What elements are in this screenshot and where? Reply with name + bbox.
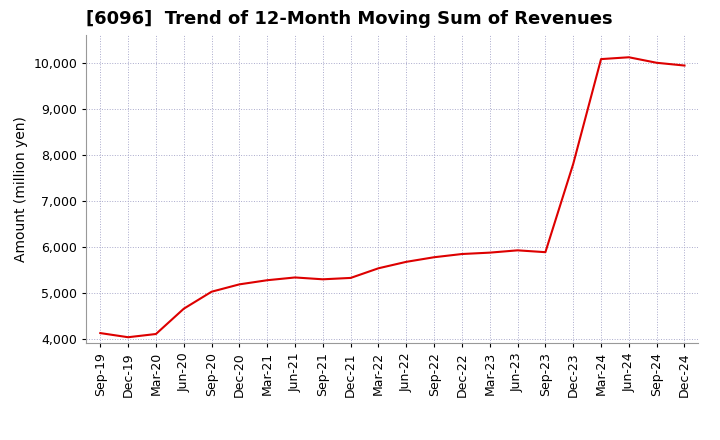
Y-axis label: Amount (million yen): Amount (million yen) — [14, 116, 28, 262]
Text: [6096]  Trend of 12-Month Moving Sum of Revenues: [6096] Trend of 12-Month Moving Sum of R… — [86, 10, 613, 28]
